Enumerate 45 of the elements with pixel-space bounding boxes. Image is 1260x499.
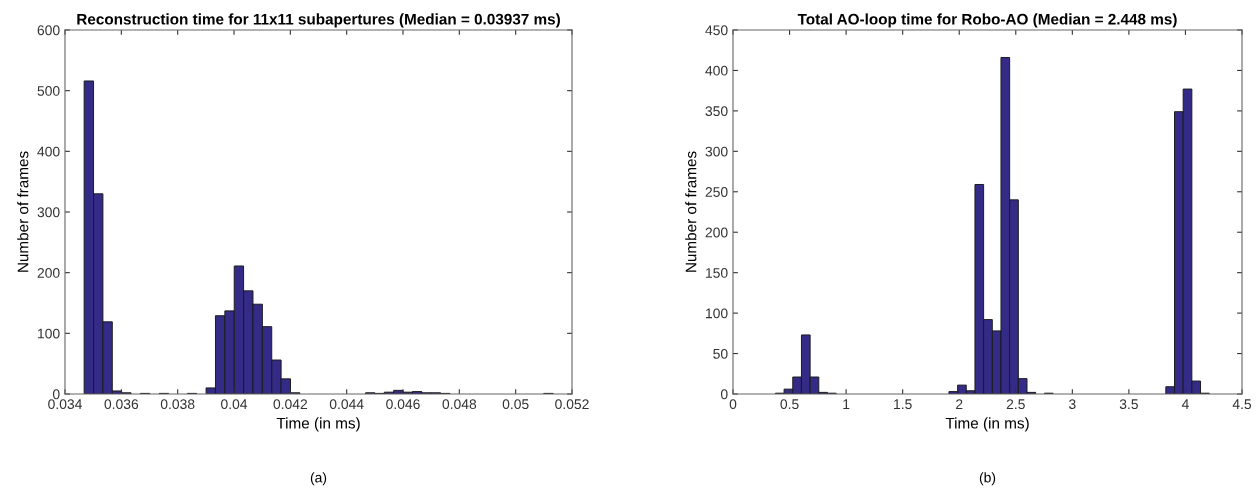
x-tick-label: 4.5 [1232, 399, 1252, 410]
y-tick-label: 200 [37, 268, 60, 278]
x-tick-label: 0.05 [502, 399, 529, 410]
x-tick-label: 1 [843, 399, 850, 409]
chart-title: Reconstruction time for 11x11 subapertures (Median = 0.03937 ms) [77, 13, 560, 28]
x-tick-label: 0.052 [555, 399, 589, 410]
x-tick-label: 4 [1181, 399, 1189, 409]
y-tick-label: 350 [705, 106, 728, 117]
text: (b) [979, 472, 996, 486]
y-tick-label: 450 [705, 25, 728, 36]
x-tick-label: 0.04 [221, 399, 248, 410]
x-tick-label: 0.048 [442, 399, 477, 410]
y-tick-label: 0 [52, 389, 60, 400]
y-tick-label: 400 [705, 65, 728, 76]
x-tick-label: 3 [1069, 399, 1076, 410]
y-tick-label: 300 [705, 146, 728, 157]
chart-title: Total AO-loop time for Robo-AO (Median = 2.448 ms) [797, 13, 1177, 28]
x-axis-title: Time (in ms) [945, 417, 1029, 432]
x-tick-label: 0.5 [780, 399, 799, 410]
y-axis-title: Number of frames [685, 151, 697, 272]
x-tick-label: 0.042 [273, 399, 308, 410]
y-tick-label: 150 [706, 268, 728, 278]
x-tick-label: 2.5 [1006, 399, 1025, 410]
y-tick-label: 250 [705, 187, 728, 197]
y-tick-label: 100 [38, 328, 60, 339]
y-tick-label: 200 [705, 227, 728, 238]
y-tick-label: 50 [713, 348, 728, 359]
x-tick-label: 0.044 [329, 399, 364, 410]
x-axis-title: Time (in ms) [276, 417, 360, 432]
x-tick-label: 0.036 [104, 399, 139, 410]
y-axis-title: Number of frames [17, 151, 29, 272]
y-tick-label: 600 [37, 25, 60, 36]
y-tick-label: 300 [37, 207, 60, 218]
y-tick-label: 100 [706, 308, 728, 319]
y-tick-label: 400 [37, 146, 60, 157]
text: (a) [310, 472, 327, 486]
x-tick-label: 0.034 [48, 399, 82, 410]
x-tick-label: 0.038 [160, 399, 195, 410]
x-tick-label: 3.5 [1119, 399, 1138, 410]
y-tick-label: 500 [37, 86, 60, 96]
x-tick-label: 0.046 [386, 399, 420, 410]
y-tick-label: 0 [720, 389, 728, 400]
x-tick-label: 1.5 [894, 399, 912, 410]
x-tick-label: 0 [729, 399, 737, 410]
x-tick-label: 2 [956, 399, 963, 409]
